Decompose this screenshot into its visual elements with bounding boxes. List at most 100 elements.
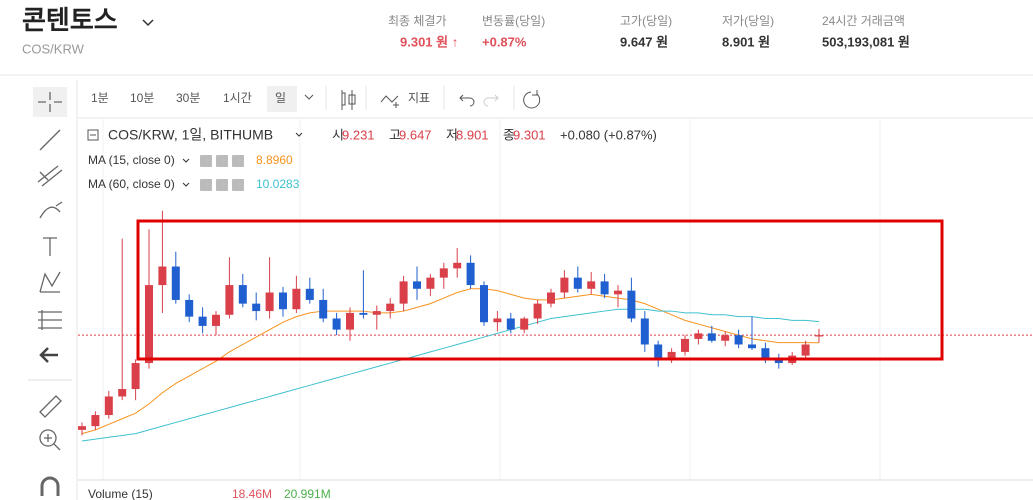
ma-control[interactable] — [200, 179, 212, 191]
interval-active-bg — [267, 86, 297, 112]
symbol-dropdown[interactable] — [295, 132, 303, 137]
coin-title: 콘텐토스 — [22, 5, 118, 35]
ma-line — [81, 308, 820, 442]
ohlc-value: 8.901 — [456, 127, 489, 142]
stat-value: 8.901 원 — [722, 34, 770, 49]
candle-body — [78, 426, 86, 430]
candle-body — [104, 396, 113, 416]
candle-body — [707, 333, 716, 341]
interval-button[interactable]: 1시간 — [223, 91, 252, 105]
interval-button[interactable]: 일 — [275, 91, 286, 105]
ohlc-key: 저 — [446, 127, 458, 142]
candle-body — [654, 344, 663, 358]
candle-body — [774, 359, 783, 364]
ma-name: MA (15, close 0) — [88, 153, 175, 167]
stat-value: +0.87% — [482, 34, 527, 49]
candle-body — [560, 277, 569, 293]
stat-label: 저가(당일) — [722, 14, 774, 28]
indicator-icon[interactable] — [380, 95, 399, 108]
ohlc-value: 9.647 — [399, 127, 432, 142]
candle-body — [158, 266, 167, 286]
ma-control[interactable] — [216, 155, 228, 167]
indicator-button[interactable]: 지표 — [408, 91, 430, 105]
magnet-tool[interactable] — [40, 476, 60, 496]
dropdown-icon[interactable] — [142, 19, 154, 27]
drawing-tools — [28, 87, 72, 496]
ma-control[interactable] — [232, 179, 244, 191]
ma-dropdown[interactable] — [182, 158, 190, 163]
candle-body — [801, 344, 810, 356]
collapse-button[interactable] — [87, 129, 99, 141]
ma-dropdown[interactable] — [182, 182, 190, 187]
ma-name: MA (60, close 0) — [88, 177, 175, 191]
volume-value: 18.46M — [232, 487, 272, 500]
candle-body — [614, 290, 622, 295]
line-tool[interactable] — [39, 129, 61, 151]
stat-value: 9.647 원 — [620, 34, 668, 49]
ma-value: 10.0283 — [256, 177, 300, 191]
candle-body — [547, 292, 555, 304]
candle-body — [681, 338, 689, 352]
candle-body — [587, 281, 596, 289]
stat-label: 변동률(당일) — [482, 14, 545, 28]
candle-body — [372, 311, 381, 315]
zoom-plus — [44, 434, 61, 451]
candle-body — [426, 277, 435, 289]
candle-body — [346, 312, 354, 330]
candle-body — [305, 288, 314, 300]
zoom-tool[interactable] — [39, 429, 57, 447]
ohlc-legend: 시9.231 고9.647 저8.901 종9.301 — [332, 127, 546, 142]
ohlc-value: 9.301 — [513, 127, 546, 142]
text-tool[interactable] — [43, 237, 57, 256]
ruler-tool[interactable] — [39, 395, 62, 418]
ma-line — [81, 288, 820, 435]
candle-body — [533, 303, 542, 319]
candle-body — [238, 285, 247, 304]
pitchfork-tool[interactable] — [37, 165, 63, 187]
candle-body — [640, 318, 649, 345]
candle-body — [439, 268, 448, 278]
brush-tool[interactable] — [39, 201, 63, 219]
chart-title: COS/KRW, 1일, BITHUMB — [108, 127, 273, 143]
ma-legend: MA (15, close 0) 8.8960 MA (60, close 0) 10… — [88, 153, 300, 191]
candle-body — [627, 290, 636, 319]
candle-body — [198, 316, 207, 326]
candle-body — [118, 389, 127, 397]
candle-style-button[interactable] — [341, 90, 356, 110]
interval-button[interactable]: 1분 — [91, 91, 109, 105]
back-tool[interactable] — [39, 347, 58, 363]
highlight-box — [136, 219, 944, 361]
crosshair-tool[interactable] — [38, 92, 62, 112]
interval-dropdown[interactable] — [304, 94, 314, 100]
candle-body — [279, 292, 287, 310]
ohlc-key: 고 — [389, 127, 401, 142]
candle-body — [399, 281, 408, 304]
candle-body — [694, 333, 703, 339]
candle-body — [493, 318, 502, 323]
candle-body — [145, 285, 153, 364]
fib-tool[interactable] — [38, 310, 62, 330]
pattern-tool[interactable] — [39, 271, 61, 293]
interval-button[interactable]: 10분 — [130, 91, 154, 105]
candle-body — [573, 277, 582, 289]
reset-button[interactable] — [523, 90, 541, 109]
stat-label: 고가(당일) — [620, 14, 672, 28]
candle-body — [520, 318, 529, 330]
interval-button[interactable]: 30분 — [176, 91, 200, 105]
candle-body — [815, 335, 823, 337]
undo-button[interactable] — [459, 94, 475, 107]
ohlc-value: 9.231 — [342, 127, 375, 142]
ma-control[interactable] — [200, 155, 212, 167]
price-plot — [78, 210, 1033, 442]
candle-body — [480, 285, 488, 323]
candle-body — [748, 344, 756, 349]
candle-body — [185, 299, 194, 317]
ma-control[interactable] — [216, 179, 228, 191]
candle-body — [252, 303, 261, 312]
candle-body — [91, 415, 100, 427]
ma-control[interactable] — [232, 155, 244, 167]
redo-button[interactable] — [483, 94, 499, 107]
stat-value: 9.301 원 ↑ — [400, 34, 458, 49]
interval-bar: 1분 10분 30분 1시간 일 — [91, 86, 297, 112]
